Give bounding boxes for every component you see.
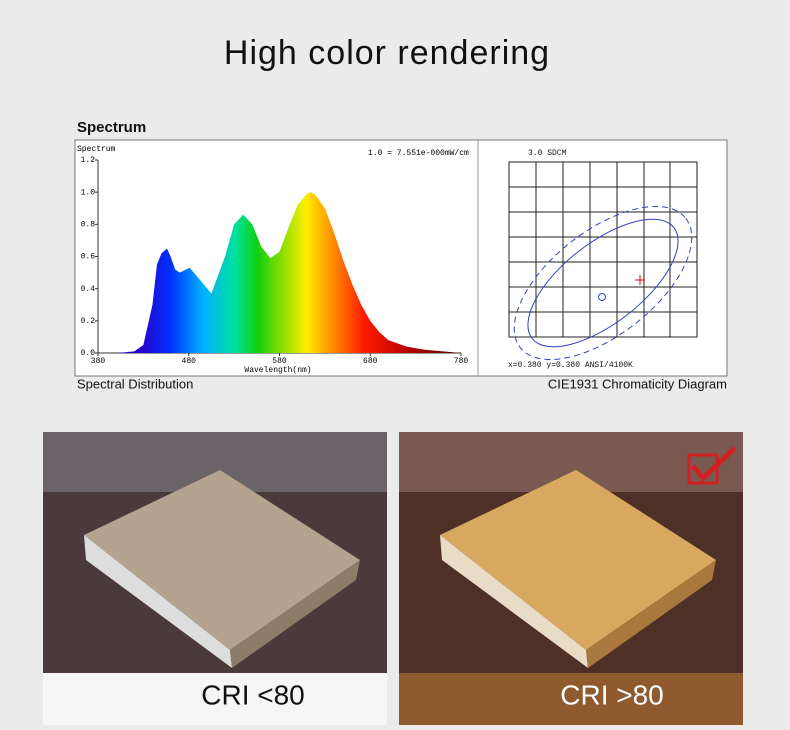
cie-grid-frame	[508, 161, 698, 338]
plot-title: Spectrum	[77, 145, 116, 154]
spectrum-plot: Spectrum 1.0 = 7.551e-000mW/cm Wavelengt…	[77, 145, 469, 375]
y-tick-label: 0.0	[81, 349, 96, 358]
caption: Spectral Distribution	[77, 376, 193, 391]
section-title: Spectrum	[77, 119, 146, 136]
photo: CRI <80	[43, 432, 387, 725]
page-title: High color rendering	[224, 34, 550, 72]
target-point	[598, 293, 606, 301]
photo-label: CRI <80	[201, 679, 305, 710]
book-side	[586, 560, 716, 668]
y-tick-label: 0.4	[81, 285, 96, 294]
photo: CRI >80	[399, 432, 743, 725]
y-tick-label: 0.2	[81, 317, 96, 326]
book-side	[230, 560, 360, 668]
y-tick-label: 0.8	[81, 220, 96, 229]
y-tick-label: 1.2	[81, 156, 96, 165]
x-tick-label: 580	[272, 357, 287, 366]
x-tick-label: 380	[91, 357, 106, 366]
x-axis-label: Wavelength(nm)	[244, 366, 311, 375]
cie-coords: x=0.380 y=0.380 ANSI/4100K	[508, 361, 633, 370]
ellipse-dashed	[513, 205, 693, 361]
photo-label: CRI >80	[560, 679, 664, 710]
x-tick-label: 680	[363, 357, 378, 366]
cie-diagram: 3.0 SDCM x=0.380 y=0.380 ANSI/4100K	[508, 149, 698, 370]
y-tick-label: 1.0	[81, 188, 96, 197]
ellipse	[527, 218, 679, 348]
x-tick-label: 780	[454, 357, 469, 366]
caption: CIE1931 Chromaticity Diagram	[548, 376, 727, 391]
check-mark	[691, 446, 737, 482]
cie-grid	[509, 162, 697, 337]
label-bar	[43, 673, 387, 725]
annotation: 1.0 = 7.551e-000mW/cm	[368, 149, 469, 158]
y-tick-label: 0.6	[81, 253, 96, 262]
check-box	[687, 453, 719, 485]
measured-point	[635, 275, 645, 285]
cie-label: 3.0 SDCM	[528, 149, 567, 158]
book-pages	[84, 535, 232, 668]
book-pages	[440, 535, 588, 668]
x-tick-label: 480	[182, 357, 197, 366]
spectrum-area	[98, 192, 461, 353]
label-bar	[399, 673, 743, 725]
book-cover	[440, 470, 716, 650]
book-cover	[84, 470, 360, 650]
